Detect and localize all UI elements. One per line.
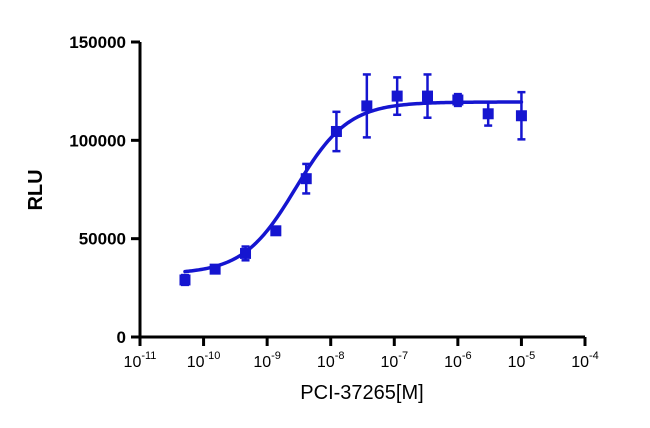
data-point (391, 76, 403, 117)
x-tick-label: 10-8 (317, 350, 345, 371)
x-tick-base: 10 (317, 354, 335, 371)
point-marker (421, 90, 433, 102)
point-marker (300, 173, 312, 185)
point-marker (361, 100, 373, 112)
data-point (270, 225, 282, 237)
x-tick-base: 10 (187, 354, 205, 371)
x-tick-exponent: -4 (589, 350, 599, 362)
point-marker (209, 263, 221, 275)
x-tick-label: 10-6 (444, 350, 472, 371)
data-point (209, 263, 221, 275)
data-point (240, 245, 252, 262)
x-tick-exponent: -10 (205, 350, 221, 362)
point-marker (452, 94, 464, 106)
x-tick-base: 10 (444, 354, 462, 371)
data-point (452, 92, 464, 108)
point-marker (240, 247, 252, 259)
x-tick-exponent: -11 (141, 350, 156, 362)
x-tick-label: 10-5 (508, 350, 536, 371)
x-tick-base: 10 (380, 354, 398, 371)
x-tick-base: 10 (508, 354, 526, 371)
point-marker (270, 225, 282, 237)
point-marker (482, 108, 494, 120)
y-tick-label: 150000 (69, 33, 126, 52)
x-tick-label: 10-7 (380, 350, 408, 371)
point-marker (330, 125, 342, 137)
x-tick-base: 10 (571, 354, 589, 371)
point-marker (391, 90, 403, 102)
fit-curve (183, 100, 524, 274)
data-point (515, 90, 527, 141)
data-point (179, 273, 191, 287)
x-tick-exponent: -5 (525, 350, 535, 362)
x-tick-label: 10-4 (571, 350, 599, 371)
y-axis-label: RLU (25, 169, 47, 210)
x-tick-base: 10 (124, 354, 142, 371)
x-tick-label: 10-10 (187, 350, 221, 371)
x-tick-label: 10-11 (124, 350, 157, 371)
data-point (482, 100, 494, 127)
x-tick-exponent: -9 (271, 350, 281, 362)
y-tick-label: 0 (117, 328, 126, 347)
data-point (330, 110, 342, 153)
x-tick-exponent: -7 (398, 350, 408, 362)
y-axis-ticks: 0 50000 100000 150000 (69, 33, 140, 347)
y-tick-label: 50000 (79, 230, 126, 249)
data-points (179, 73, 527, 287)
x-tick-exponent: -8 (335, 350, 345, 362)
y-tick-label: 100000 (69, 131, 126, 150)
data-point (421, 73, 433, 119)
x-axis-label: PCI-37265[M] (300, 382, 423, 404)
x-tick-exponent: -6 (462, 350, 472, 362)
data-point (361, 73, 373, 139)
point-marker (515, 110, 527, 122)
x-axis-ticks: 10-11 10-10 10-9 10-8 10-7 10-6 10-5 10-4 (124, 337, 599, 371)
point-marker (179, 274, 191, 286)
data-point (300, 162, 312, 195)
x-tick-base: 10 (253, 354, 271, 371)
x-tick-label: 10-9 (253, 350, 281, 371)
